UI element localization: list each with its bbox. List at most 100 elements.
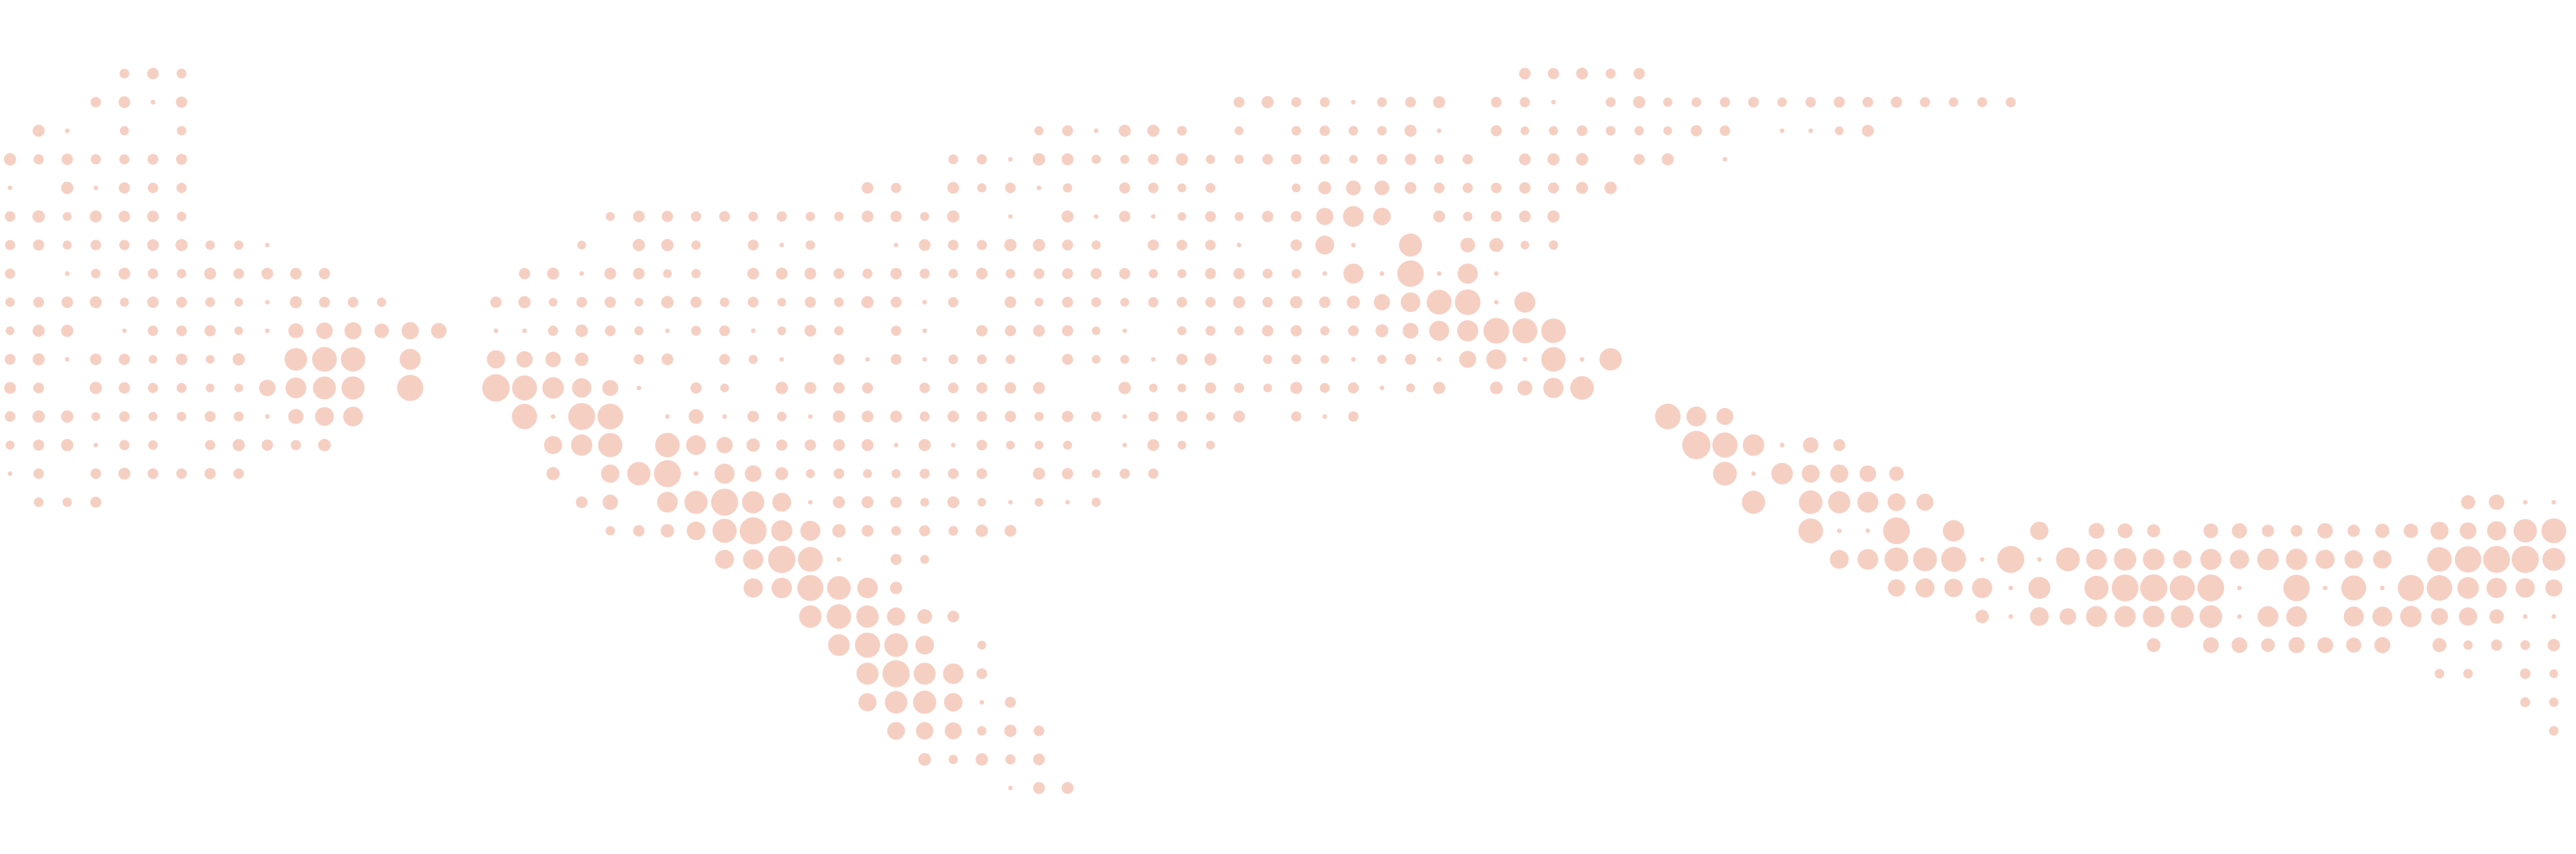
dot	[691, 269, 701, 279]
dot	[976, 382, 987, 394]
dot	[1857, 549, 1879, 570]
dot	[2146, 638, 2161, 652]
dot	[89, 210, 102, 223]
dot	[175, 353, 187, 365]
dot	[1972, 577, 1993, 598]
dot	[1119, 468, 1130, 479]
dot	[1148, 411, 1159, 422]
dot	[64, 271, 70, 276]
dot	[917, 609, 933, 624]
dot	[261, 267, 273, 280]
dot	[1862, 97, 1873, 108]
dot	[1149, 383, 1158, 392]
dot	[601, 464, 620, 483]
dot	[1122, 328, 1128, 334]
dot	[834, 325, 844, 336]
dot	[1008, 157, 1013, 162]
dot	[399, 349, 421, 370]
dot	[2463, 669, 2473, 679]
dot	[2030, 607, 2049, 626]
dot	[204, 411, 216, 422]
dot	[742, 549, 763, 570]
dot	[1151, 357, 1156, 362]
dot	[711, 489, 738, 516]
dot	[312, 346, 337, 372]
dot	[575, 496, 588, 508]
dot	[2237, 585, 2242, 591]
dot	[2200, 549, 2222, 570]
dot	[777, 298, 786, 307]
dot	[1663, 97, 1672, 107]
dot	[1008, 499, 1013, 505]
dot	[2345, 550, 2363, 569]
dot	[975, 524, 988, 537]
dot	[1397, 260, 1424, 287]
dot	[1940, 547, 1966, 572]
dot	[1233, 96, 1245, 108]
dot	[2084, 575, 2109, 600]
dot	[948, 382, 959, 394]
dot	[834, 297, 844, 307]
dot	[482, 374, 510, 402]
dot	[1980, 557, 1985, 562]
dot	[2147, 524, 2160, 538]
dot	[205, 240, 215, 250]
dot	[1291, 411, 1302, 422]
dot	[884, 633, 908, 657]
dot	[1433, 382, 1446, 395]
dot	[865, 357, 870, 362]
dot	[2454, 546, 2482, 573]
dot	[833, 468, 845, 479]
dot	[2549, 725, 2559, 736]
dot	[1716, 407, 1734, 426]
dot	[579, 271, 584, 276]
dot	[977, 497, 986, 507]
dot	[2317, 522, 2333, 539]
dot	[2028, 577, 2051, 600]
dot	[32, 239, 45, 251]
dot	[715, 549, 734, 569]
dot	[714, 464, 735, 484]
dot	[887, 607, 906, 626]
dot	[779, 242, 784, 248]
dot	[2491, 639, 2503, 651]
dot	[686, 435, 706, 455]
dot	[1063, 183, 1073, 193]
dot	[893, 443, 899, 448]
dot	[807, 499, 813, 505]
dot	[1742, 434, 1764, 456]
dot	[893, 242, 899, 248]
dot	[947, 410, 959, 422]
dot	[2111, 574, 2139, 602]
dot	[148, 468, 158, 479]
dot	[1322, 414, 1327, 419]
dot	[118, 267, 131, 280]
dot	[1004, 382, 1017, 394]
dot	[64, 357, 70, 362]
dot	[885, 691, 908, 714]
dot	[2143, 606, 2164, 628]
dot	[634, 326, 644, 336]
dot	[2114, 606, 2136, 627]
dot	[661, 210, 673, 223]
dot	[1034, 298, 1044, 307]
dot	[1777, 97, 1787, 107]
dot	[1065, 499, 1070, 505]
dot	[654, 459, 682, 487]
dot	[742, 491, 765, 514]
dot	[1997, 545, 2024, 573]
dot	[833, 382, 845, 394]
dot	[1406, 383, 1415, 392]
dot	[2231, 637, 2248, 653]
dot	[1779, 128, 1785, 133]
dot	[2548, 639, 2560, 652]
dot	[749, 355, 758, 364]
dot	[861, 210, 874, 223]
dot	[943, 663, 964, 684]
dot	[1348, 126, 1358, 136]
dot	[1949, 97, 1959, 107]
dot	[918, 752, 931, 766]
dot	[2487, 521, 2506, 541]
dot	[2427, 547, 2452, 572]
